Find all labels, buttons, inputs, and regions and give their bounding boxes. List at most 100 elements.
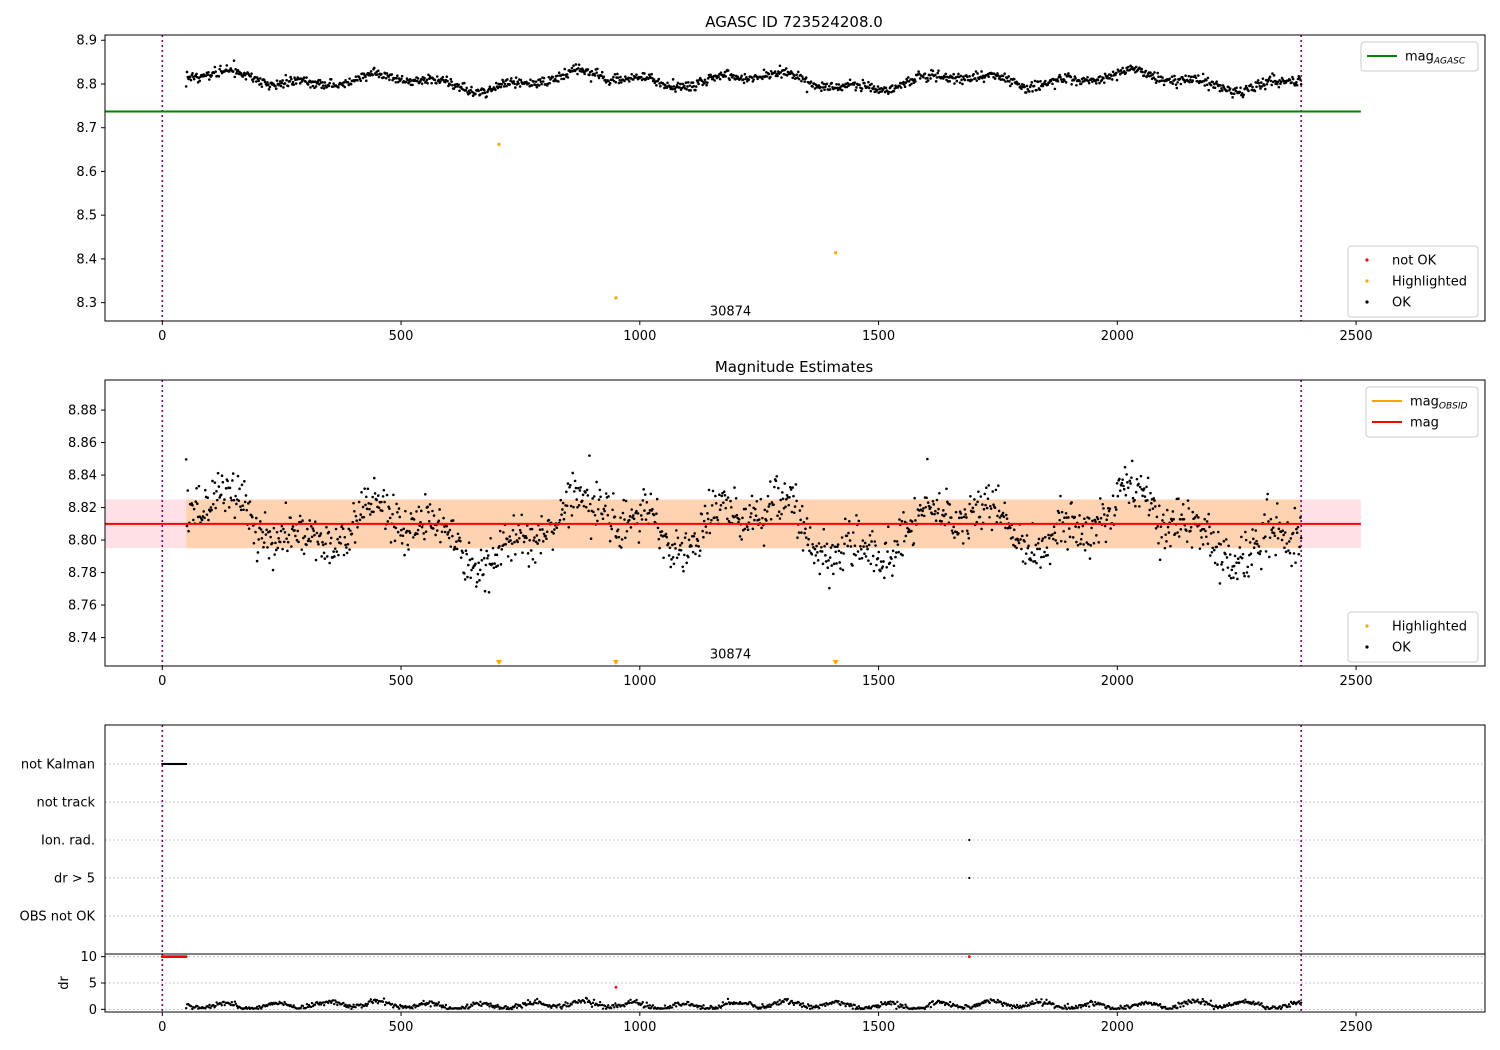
ok-point — [215, 489, 218, 493]
ok-point — [658, 546, 661, 550]
ok-point — [1207, 512, 1211, 516]
ok-point — [1110, 78, 1114, 81]
ok-point — [652, 78, 656, 81]
dr-point — [417, 1004, 420, 1008]
dr-point — [523, 1002, 527, 1005]
ok-point — [553, 528, 556, 531]
dr-point — [603, 1004, 607, 1008]
ok-point — [613, 515, 617, 519]
ok-point — [431, 509, 434, 513]
ok-point — [1101, 502, 1105, 506]
ok-point — [859, 545, 862, 548]
ok-point — [368, 72, 371, 75]
ok-point — [681, 82, 684, 86]
legend-label: not OK — [1392, 254, 1437, 269]
ok-point — [565, 490, 568, 494]
ok-point — [784, 505, 787, 509]
dr-point — [777, 1003, 780, 1006]
ok-point — [1019, 85, 1022, 88]
dr-point — [837, 999, 840, 1003]
dr-point — [439, 1004, 443, 1007]
ok-point — [1213, 561, 1217, 565]
dr-point — [317, 1003, 321, 1006]
ok-point — [337, 86, 340, 89]
dr-point — [1031, 1000, 1034, 1003]
ok-point — [711, 77, 715, 80]
ok-point — [1257, 81, 1261, 85]
legend-frame — [1347, 611, 1479, 663]
ok-point — [1032, 84, 1036, 88]
ok-point — [240, 483, 244, 487]
ok-point — [708, 531, 712, 535]
ok-point — [948, 79, 951, 83]
ok-point — [1184, 74, 1187, 77]
ok-point — [1292, 552, 1296, 555]
ok-point — [282, 86, 285, 89]
ok-point — [637, 541, 641, 544]
ok-point — [409, 512, 413, 515]
ok-point — [847, 519, 851, 523]
ok-point — [647, 511, 651, 515]
ok-point — [275, 530, 279, 534]
ok-point — [451, 534, 454, 538]
ok-point — [204, 488, 207, 492]
ok-point — [542, 76, 546, 80]
dr-point — [1212, 1007, 1216, 1011]
dr-point — [1280, 1006, 1284, 1009]
ok-point — [568, 485, 571, 489]
ok-point — [565, 73, 569, 76]
ok-point — [617, 81, 621, 85]
ok-point — [1219, 543, 1222, 546]
ok-point — [272, 526, 276, 530]
ok-point — [636, 512, 640, 515]
dr-point — [1009, 1003, 1013, 1007]
ok-point — [871, 87, 875, 91]
dr-point — [1174, 1004, 1177, 1007]
ok-point — [837, 83, 841, 86]
dr-point — [429, 1005, 432, 1008]
ok-point — [399, 534, 402, 537]
ok-point — [1220, 560, 1224, 564]
ok-point — [856, 550, 860, 553]
ok-point — [1205, 520, 1209, 523]
ok-point — [251, 80, 255, 83]
ok-point — [1033, 560, 1037, 563]
ok-point — [639, 75, 643, 79]
legend-dot-swatch — [1365, 645, 1369, 649]
ok-point — [535, 85, 539, 89]
ok-point — [949, 516, 953, 519]
ok-point — [883, 576, 886, 580]
ok-point — [500, 83, 504, 86]
ok-point — [207, 78, 211, 81]
ok-point — [306, 527, 309, 531]
ok-point — [729, 499, 732, 503]
ok-point — [792, 494, 795, 498]
ok-point — [416, 77, 420, 80]
ok-point — [973, 77, 977, 80]
dr-point — [230, 1001, 234, 1004]
ok-point — [435, 75, 439, 78]
dr-point — [411, 1007, 414, 1010]
dr-point — [1257, 1001, 1260, 1004]
ok-point — [508, 83, 512, 86]
ok-point — [1232, 564, 1236, 568]
dr-point — [354, 1006, 357, 1009]
ok-point — [219, 493, 223, 497]
ok-point — [1252, 537, 1255, 541]
dr-point — [889, 1000, 892, 1003]
ok-point — [551, 75, 555, 79]
ok-point — [318, 78, 322, 82]
ok-point — [442, 516, 445, 520]
ok-point — [1074, 525, 1077, 528]
ok-point — [329, 536, 333, 540]
ok-point — [690, 544, 693, 548]
dr-point — [359, 1003, 362, 1006]
ok-point — [227, 506, 231, 509]
ok-point — [1072, 78, 1076, 82]
dr-point — [786, 997, 790, 1001]
ok-point — [407, 548, 410, 551]
ok-point — [1067, 72, 1070, 75]
panel-mag-annotation: 30874 — [710, 648, 751, 663]
ok-point — [1008, 84, 1012, 88]
ok-point — [1267, 555, 1271, 559]
